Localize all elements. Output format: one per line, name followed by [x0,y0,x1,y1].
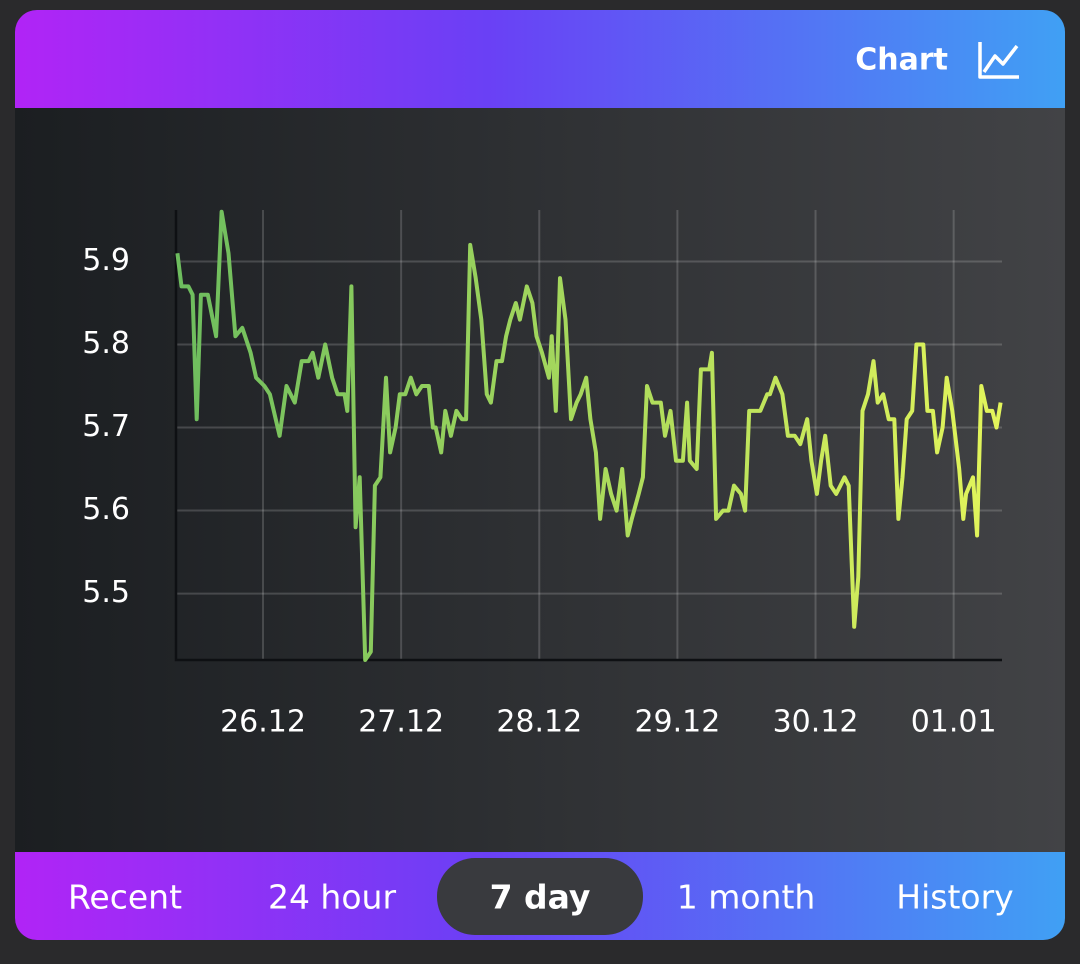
x-tick-label: 01.01 [911,705,997,740]
active-tab-pill [437,858,643,935]
x-tick-label: 30.12 [773,705,859,740]
tab[interactable]: Recent [68,878,182,917]
tab[interactable]: 24 hour [268,878,397,917]
x-tick-label: 26.12 [220,705,306,740]
tabs: Recent 24 hour 7 day 1 month History [68,858,1014,935]
y-tick-label: 5.9 [82,243,130,278]
card [15,10,1065,940]
header-title: Chart [855,43,948,78]
chart-icon [978,42,1019,79]
y-tick-label: 5.5 [82,575,130,610]
y-tick-label: 5.6 [82,492,130,527]
axes [174,210,1002,662]
y-tick-label: 5.8 [82,326,130,361]
tab[interactable]: 1 month [677,878,816,917]
tab[interactable]: History [896,878,1013,917]
card-body [15,10,1065,940]
y-tick-label: 5.7 [82,409,130,444]
plot: 5.5 5.6 5.7 5.8 5.9 26.12 27.12 28.12 29.12 30.12… [82,209,1003,740]
header-bar [15,10,1065,108]
x-tick-label: 28.12 [496,705,582,740]
tab[interactable]: 7 day [490,878,591,917]
data-line [175,209,1003,662]
x-tick-label: 27.12 [358,705,444,740]
x-tick-label: 29.12 [634,705,720,740]
